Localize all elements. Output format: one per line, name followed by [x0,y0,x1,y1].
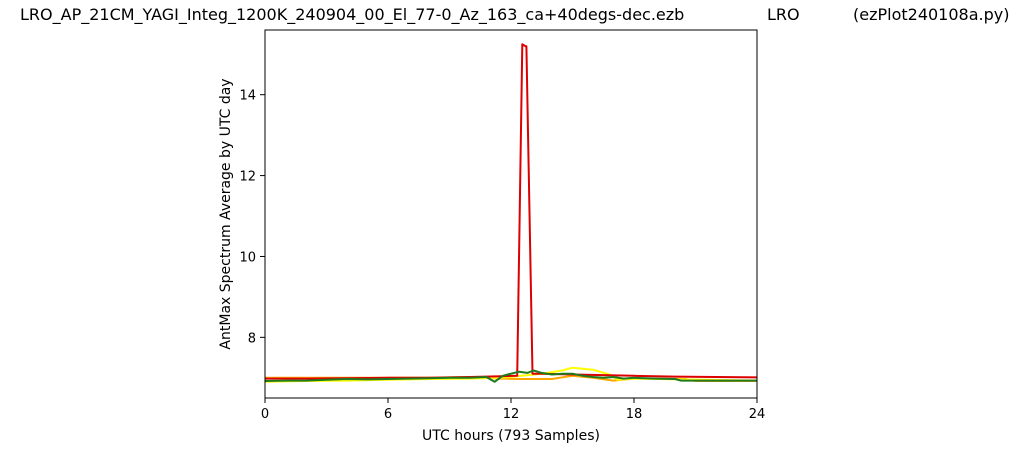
series-layer [264,43,758,383]
series-line-4 [264,369,757,383]
x-tick-label: 12 [503,407,520,422]
x-tick-label: 24 [749,407,766,422]
y-tick-label: 12 [239,170,256,185]
y-tick-label: 14 [239,89,256,104]
series-line-3 [265,43,758,380]
plot-file-title: LRO_AP_21CM_YAGI_Integ_1200K_240904_00_E… [20,5,685,24]
y-tick-label: 8 [248,331,256,346]
ticks-layer: 0 6 12 18 24 8 10 12 14 [239,89,765,422]
x-tick-label: 6 [384,407,392,422]
x-tick-label: 18 [626,407,643,422]
x-tick-label: 0 [261,407,269,422]
program-label: (ezPlot240108a.py) [853,5,1010,24]
y-axis-label: AntMax Spectrum Average by UTC day [218,78,234,349]
plot-area-frame [264,29,758,399]
y-tick-label: 10 [239,250,256,265]
x-axis-label: UTC hours (793 Samples) [422,428,600,444]
site-label: LRO [767,5,800,24]
